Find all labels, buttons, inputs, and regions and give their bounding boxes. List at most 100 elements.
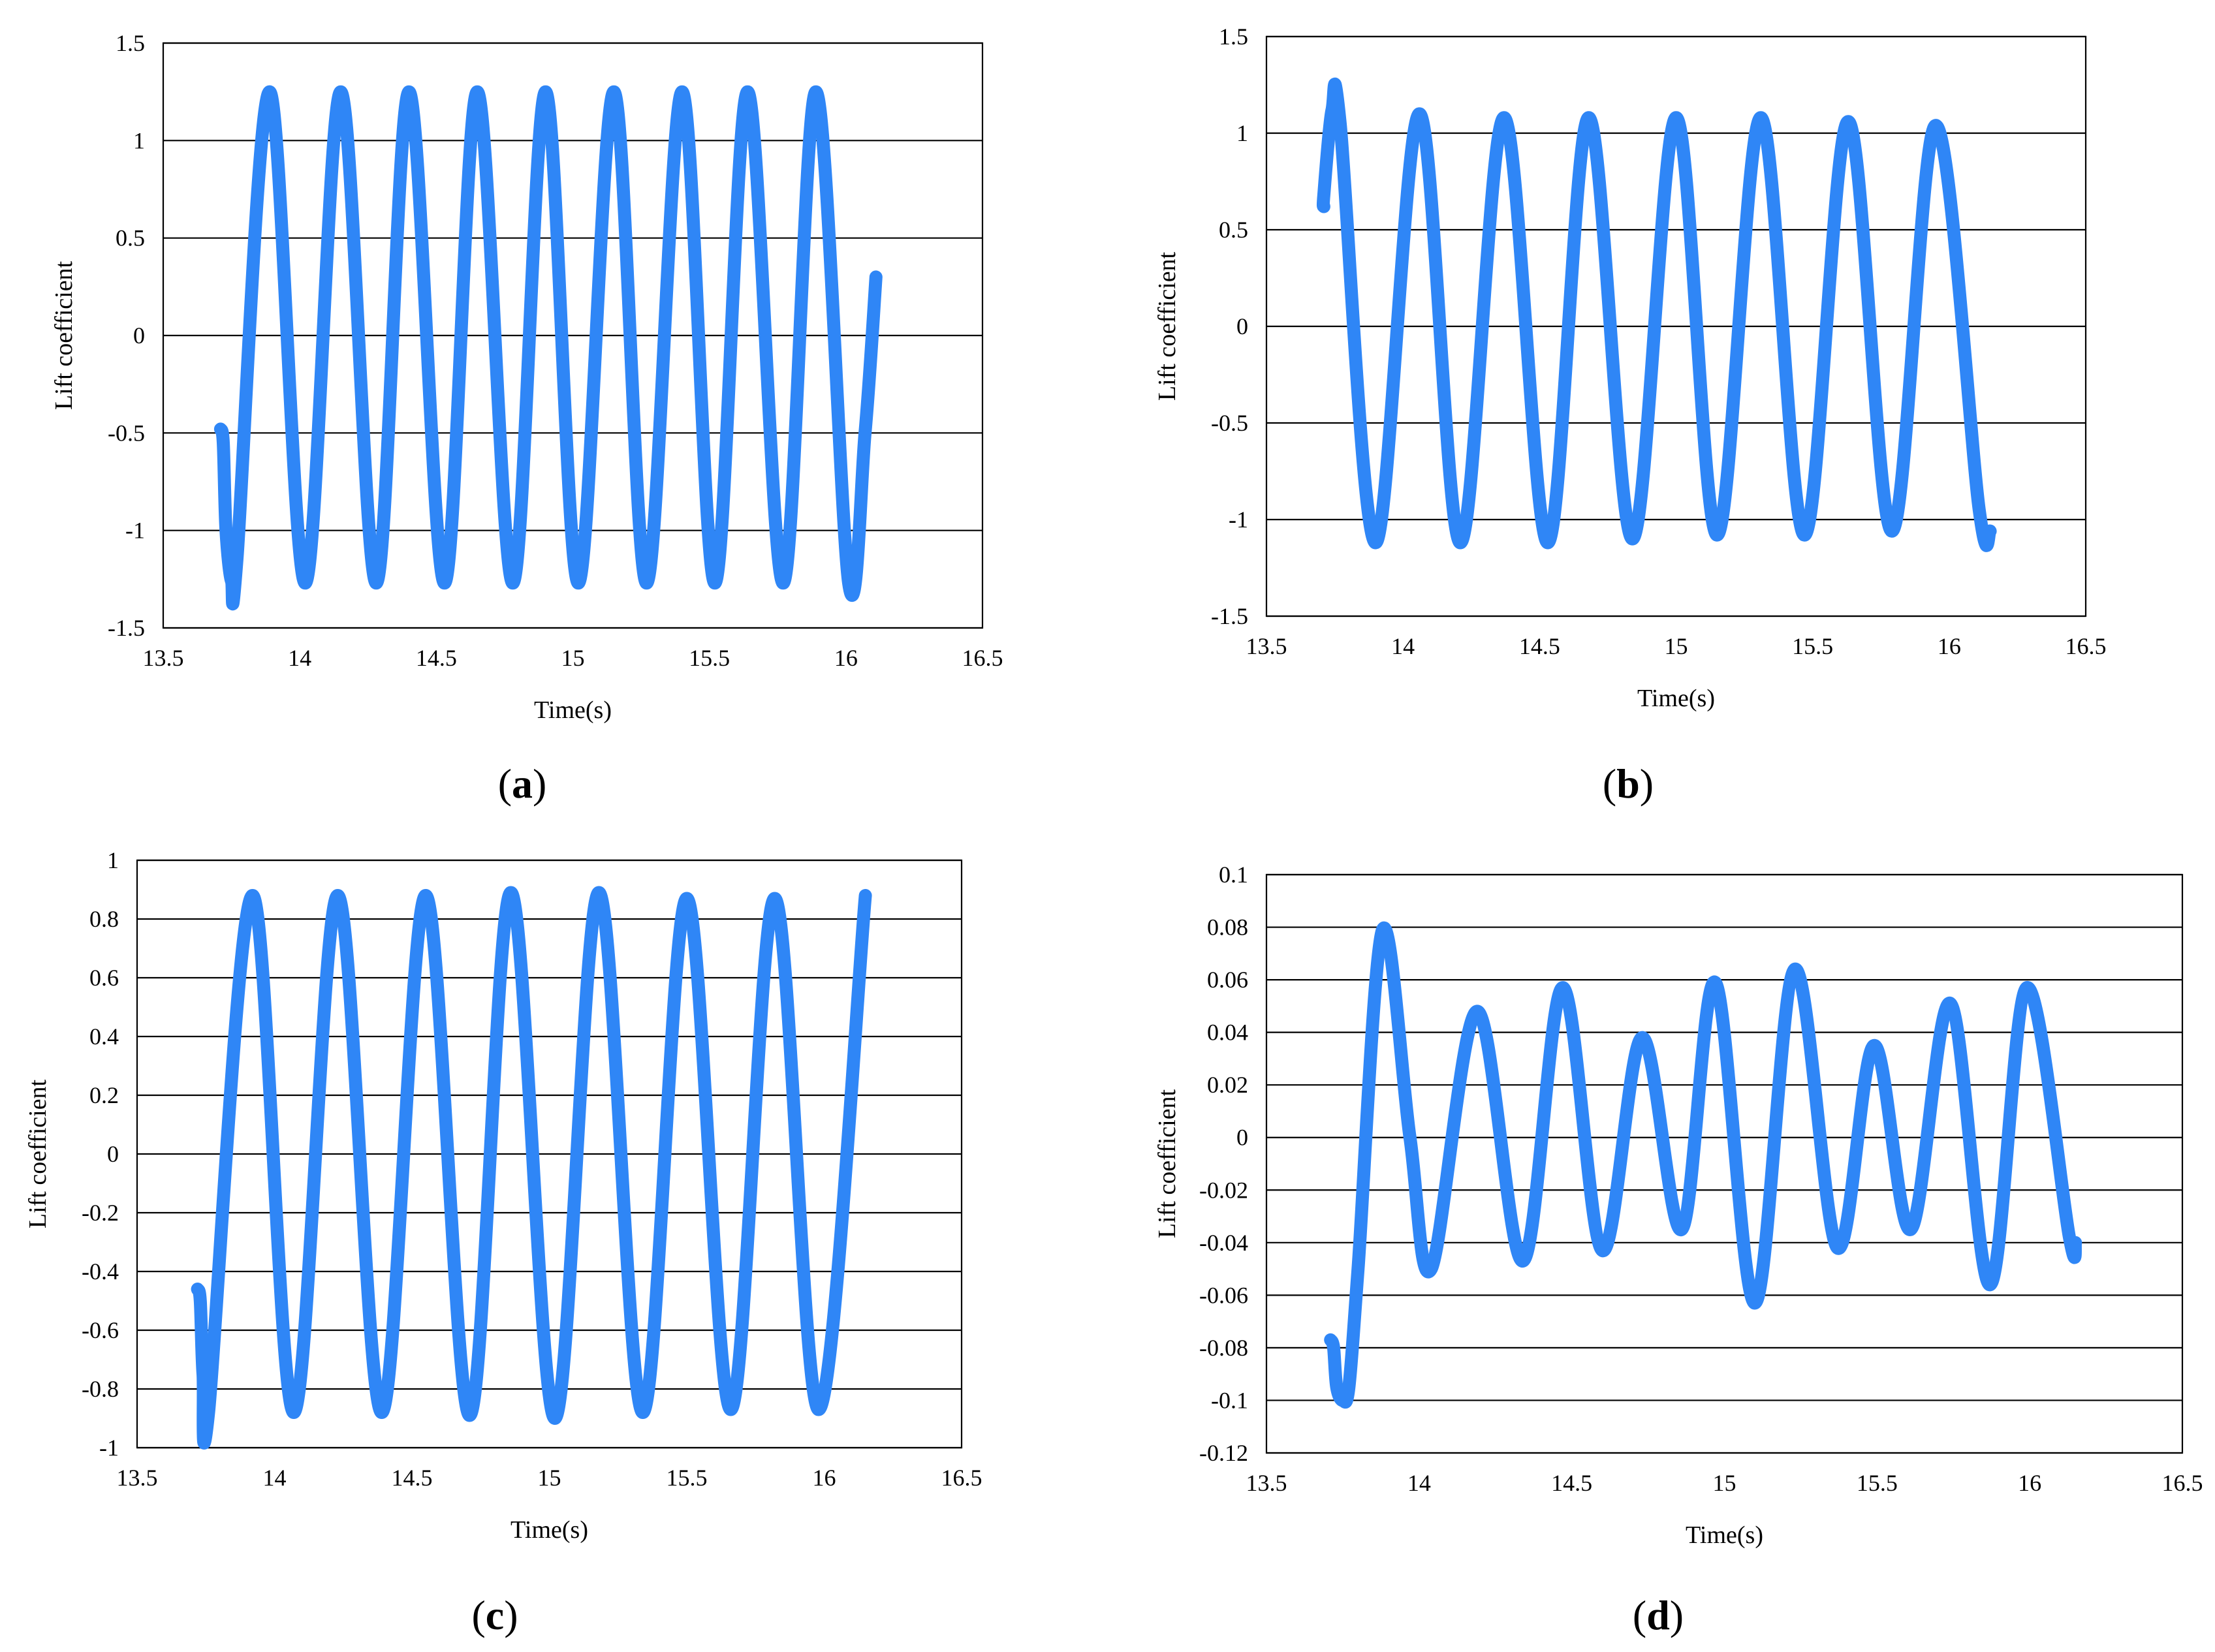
y-tick-label-d: 0.04 [1207, 1020, 1248, 1046]
gridlines-d [1266, 873, 2182, 1454]
y-tick-labels-a: -1.5 -1 -0.5 0 0.5 1 1.5 [108, 30, 145, 641]
y-axis-title-d: Lift coefficient [1154, 1089, 1181, 1238]
x-tick-label-c: 13.5 [117, 1465, 158, 1491]
x-tick-label-a: 15.5 [689, 645, 730, 671]
series-layer-d [1324, 921, 2082, 1409]
y-tick-label-d: 0.08 [1207, 914, 1248, 941]
series-line-b [1316, 77, 1997, 552]
y-tick-label-c: -0.6 [82, 1317, 119, 1343]
x-tick-label-b: 13.5 [1246, 633, 1287, 659]
y-tick-label-a: 1 [133, 127, 145, 153]
chart-panel-a: -1.5 -1 -0.5 0 0.5 1 1.5 13.5 14 14.5 15 15.5 16 16.… [50, 30, 1003, 807]
y-tick-label-c: 0.6 [89, 965, 119, 991]
series-line-a [213, 85, 883, 611]
y-tick-label-c: 0 [107, 1141, 119, 1167]
caption-letter-a: a [512, 760, 533, 807]
y-tick-label-d: 0.02 [1207, 1072, 1248, 1098]
y-tick-label-c: 0.2 [89, 1082, 119, 1108]
x-tick-label-d: 16.5 [2162, 1470, 2203, 1496]
y-tick-label-a: -1 [125, 518, 145, 544]
plot-area-frame-c [136, 859, 963, 1449]
series-layer-c [191, 886, 872, 1450]
x-tick-label-d: 16 [2018, 1470, 2041, 1496]
plot-area-frame-d [1265, 873, 2184, 1454]
y-tick-labels-b: -1.5 -1 -0.5 0 0.5 1 1.5 [1211, 23, 1248, 629]
y-tick-label-c: 0.8 [89, 906, 119, 932]
y-tick-label-b: -1.5 [1211, 603, 1248, 629]
x-tick-label-c: 14.5 [392, 1465, 433, 1491]
x-tick-label-b: 14.5 [1519, 633, 1560, 659]
y-tick-label-c: -0.4 [82, 1258, 119, 1285]
series-layer-a [213, 85, 883, 611]
caption-c: (c) [471, 1592, 518, 1638]
x-tick-label-d: 14 [1407, 1470, 1431, 1496]
x-axis-title-a: Time(s) [534, 696, 612, 724]
x-tick-label-b: 15 [1665, 633, 1688, 659]
x-tick-labels-a: 13.5 14 14.5 15 15.5 16 16.5 [143, 645, 1003, 671]
x-tick-label-c: 16 [813, 1465, 836, 1491]
x-axis-title-c: Time(s) [511, 1516, 588, 1544]
y-tick-label-c: -1 [99, 1435, 119, 1461]
y-tick-label-b: 1 [1236, 120, 1248, 146]
y-axis-title-c: Lift coefficient [24, 1079, 52, 1228]
caption-b: (b) [1603, 760, 1654, 807]
y-tick-label-a: 0 [133, 322, 145, 349]
y-tick-label-d: -0.12 [1199, 1440, 1248, 1466]
y-tick-label-d: -0.02 [1199, 1177, 1248, 1203]
x-tick-label-c: 16.5 [941, 1465, 982, 1491]
plot-area-frame-b [1265, 35, 2087, 617]
y-tick-label-b: 1.5 [1219, 23, 1248, 50]
x-axis-title-b: Time(s) [1637, 685, 1715, 712]
y-tick-label-b: 0.5 [1219, 217, 1248, 243]
y-tick-label-b: 0 [1236, 313, 1248, 339]
x-tick-label-a: 14 [288, 645, 311, 671]
y-tick-label-b: -0.5 [1211, 410, 1248, 436]
caption-letter-d: d [1646, 1592, 1670, 1638]
y-tick-label-b: -1 [1229, 507, 1248, 533]
x-tick-label-b: 16.5 [2066, 633, 2107, 659]
x-tick-label-a: 14.5 [416, 645, 457, 671]
y-tick-label-a: -0.5 [108, 420, 145, 446]
caption-letter-b: b [1616, 760, 1640, 807]
y-tick-labels-d: -0.12 -0.1 -0.08 -0.06 -0.04 -0.02 0 0.02 0.04 0.… [1199, 862, 1248, 1466]
series-layer-b [1316, 77, 1997, 552]
y-tick-label-c: 0.4 [89, 1023, 119, 1050]
x-tick-label-d: 14.5 [1551, 1470, 1592, 1496]
y-tick-label-a: -1.5 [108, 615, 145, 641]
caption-letter-c: c [486, 1592, 504, 1638]
y-tick-label-c: -0.8 [82, 1376, 119, 1402]
y-tick-label-d: -0.1 [1211, 1387, 1248, 1413]
y-tick-label-d: 0.1 [1219, 862, 1248, 888]
series-line-d [1324, 921, 2082, 1409]
x-tick-labels-c: 13.5 14 14.5 15 15.5 16 16.5 [117, 1465, 982, 1491]
x-tick-label-d: 15 [1713, 1470, 1736, 1496]
x-tick-label-b: 16 [1938, 633, 1961, 659]
x-tick-label-a: 13.5 [143, 645, 184, 671]
x-tick-label-c: 15.5 [667, 1465, 708, 1491]
y-tick-label-d: -0.08 [1199, 1335, 1248, 1361]
caption-a: (a) [498, 760, 547, 807]
y-tick-label-a: 1.5 [116, 30, 145, 56]
x-tick-label-a: 16 [834, 645, 858, 671]
y-tick-label-a: 0.5 [116, 225, 145, 251]
y-tick-labels-c: -1 -0.8 -0.6 -0.4 -0.2 0 0.2 0.4 0.6 0.8 1 [82, 847, 119, 1461]
plot-area-frame-a [162, 42, 984, 629]
chart-panel-d: -0.12 -0.1 -0.08 -0.06 -0.04 -0.02 0 0.02 0.04 0.… [1154, 862, 2203, 1638]
y-axis-title-a: Lift coefficient [50, 260, 78, 410]
y-tick-label-d: -0.06 [1199, 1282, 1248, 1308]
x-axis-title-d: Time(s) [1686, 1521, 1763, 1549]
y-tick-label-d: 0.06 [1207, 967, 1248, 993]
x-tick-label-d: 15.5 [1857, 1470, 1898, 1496]
y-tick-label-d: -0.04 [1199, 1230, 1248, 1256]
y-tick-label-c: 1 [107, 847, 119, 873]
y-axis-title-b: Lift coefficient [1154, 251, 1181, 401]
x-tick-label-a: 15 [561, 645, 585, 671]
x-tick-label-a: 16.5 [962, 645, 1003, 671]
x-tick-label-c: 14 [263, 1465, 287, 1491]
x-tick-label-d: 13.5 [1246, 1470, 1287, 1496]
y-tick-label-d: 0 [1236, 1125, 1248, 1151]
x-tick-label-b: 15.5 [1792, 633, 1833, 659]
chart-panel-b: -1.5 -1 -0.5 0 0.5 1 1.5 13.5 14 14.5 15 15.5 16 16.… [1154, 23, 2107, 807]
caption-d: (d) [1633, 1592, 1684, 1638]
